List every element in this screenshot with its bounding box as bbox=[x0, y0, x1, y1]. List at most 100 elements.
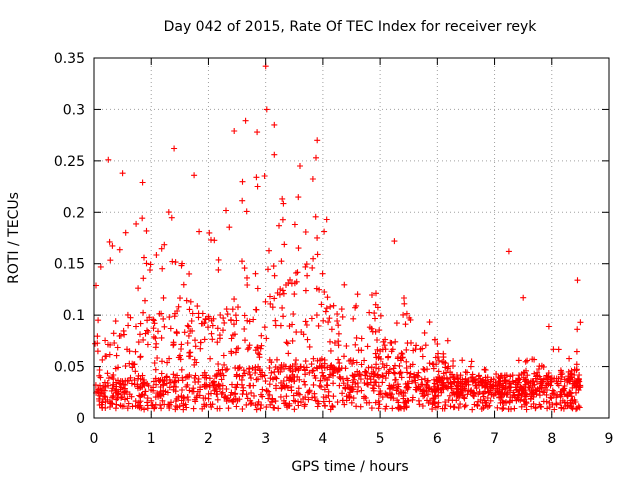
data-point bbox=[338, 306, 345, 313]
data-point bbox=[468, 387, 475, 394]
data-point bbox=[129, 364, 136, 371]
data-point bbox=[435, 368, 442, 375]
data-point bbox=[102, 394, 109, 401]
data-point bbox=[94, 340, 101, 347]
y-tick-label: 0.3 bbox=[63, 102, 85, 118]
data-point bbox=[533, 373, 540, 380]
data-point bbox=[163, 374, 170, 381]
data-point bbox=[104, 380, 111, 386]
data-point bbox=[497, 378, 504, 385]
data-point bbox=[346, 358, 353, 364]
data-point bbox=[293, 270, 299, 276]
data-point bbox=[387, 385, 394, 392]
data-point bbox=[421, 375, 428, 382]
data-point bbox=[253, 406, 260, 413]
data-point bbox=[533, 391, 540, 398]
data-point bbox=[394, 381, 401, 388]
data-point bbox=[201, 336, 208, 343]
x-tick-label: 5 bbox=[376, 431, 385, 447]
data-point bbox=[244, 317, 251, 324]
data-point bbox=[215, 266, 222, 273]
data-point bbox=[247, 397, 254, 404]
data-point bbox=[186, 306, 193, 313]
data-point bbox=[139, 215, 146, 222]
data-point bbox=[550, 346, 557, 353]
data-point bbox=[364, 343, 371, 350]
data-point bbox=[419, 353, 426, 360]
data-point bbox=[453, 397, 460, 404]
y-tick-label: 0.05 bbox=[54, 360, 85, 376]
data-point bbox=[372, 315, 378, 322]
data-point bbox=[488, 383, 495, 390]
data-point bbox=[133, 220, 140, 227]
data-point bbox=[241, 370, 248, 377]
data-point bbox=[314, 251, 321, 258]
data-point bbox=[472, 376, 479, 383]
data-point bbox=[364, 380, 371, 387]
data-point bbox=[184, 322, 191, 329]
data-point bbox=[300, 364, 307, 371]
data-point bbox=[171, 145, 178, 152]
data-point bbox=[192, 337, 198, 344]
data-point bbox=[223, 386, 230, 392]
data-point bbox=[271, 295, 278, 302]
data-point bbox=[336, 366, 343, 373]
data-point bbox=[232, 349, 239, 356]
data-point bbox=[330, 302, 337, 309]
data-point bbox=[558, 404, 565, 411]
data-point bbox=[267, 293, 273, 300]
data-point bbox=[168, 214, 175, 221]
data-point bbox=[174, 308, 181, 314]
x-axis-label: GPS time / hours bbox=[291, 459, 408, 475]
data-point bbox=[126, 360, 133, 367]
data-point bbox=[362, 372, 369, 379]
data-point bbox=[479, 382, 486, 389]
data-point bbox=[497, 372, 504, 379]
data-point bbox=[379, 346, 386, 353]
data-point bbox=[313, 154, 319, 161]
data-point bbox=[505, 248, 512, 255]
data-point bbox=[228, 348, 235, 355]
data-point bbox=[350, 315, 357, 322]
data-point bbox=[439, 358, 446, 365]
data-point bbox=[133, 323, 139, 330]
data-point bbox=[231, 391, 238, 398]
data-point bbox=[379, 394, 386, 401]
data-point bbox=[247, 371, 253, 378]
data-point bbox=[320, 372, 327, 379]
data-point bbox=[140, 336, 147, 343]
data-point bbox=[375, 405, 382, 412]
data-point bbox=[354, 291, 361, 298]
data-point bbox=[222, 393, 229, 400]
data-point bbox=[241, 312, 248, 319]
data-point bbox=[254, 129, 261, 136]
data-point bbox=[398, 357, 404, 364]
data-point bbox=[507, 373, 514, 380]
data-point bbox=[141, 254, 147, 261]
data-point bbox=[124, 395, 131, 402]
data-point bbox=[274, 356, 280, 363]
data-point bbox=[321, 289, 328, 295]
data-point bbox=[456, 392, 463, 399]
data-point bbox=[336, 360, 343, 367]
data-point bbox=[461, 403, 468, 410]
data-point bbox=[450, 378, 457, 385]
data-point bbox=[291, 406, 298, 413]
data-point bbox=[179, 387, 185, 393]
data-point bbox=[167, 325, 174, 332]
data-point bbox=[531, 356, 538, 363]
data-point bbox=[101, 393, 108, 400]
data-point bbox=[116, 246, 123, 253]
data-point bbox=[354, 388, 361, 395]
data-point bbox=[432, 336, 438, 343]
data-point bbox=[411, 374, 418, 381]
data-point bbox=[116, 380, 123, 387]
data-point bbox=[404, 380, 411, 387]
data-point bbox=[459, 376, 466, 383]
data-point bbox=[427, 397, 433, 404]
data-point bbox=[125, 322, 132, 329]
data-point bbox=[231, 128, 238, 134]
data-point bbox=[302, 381, 309, 388]
data-point bbox=[319, 270, 326, 277]
